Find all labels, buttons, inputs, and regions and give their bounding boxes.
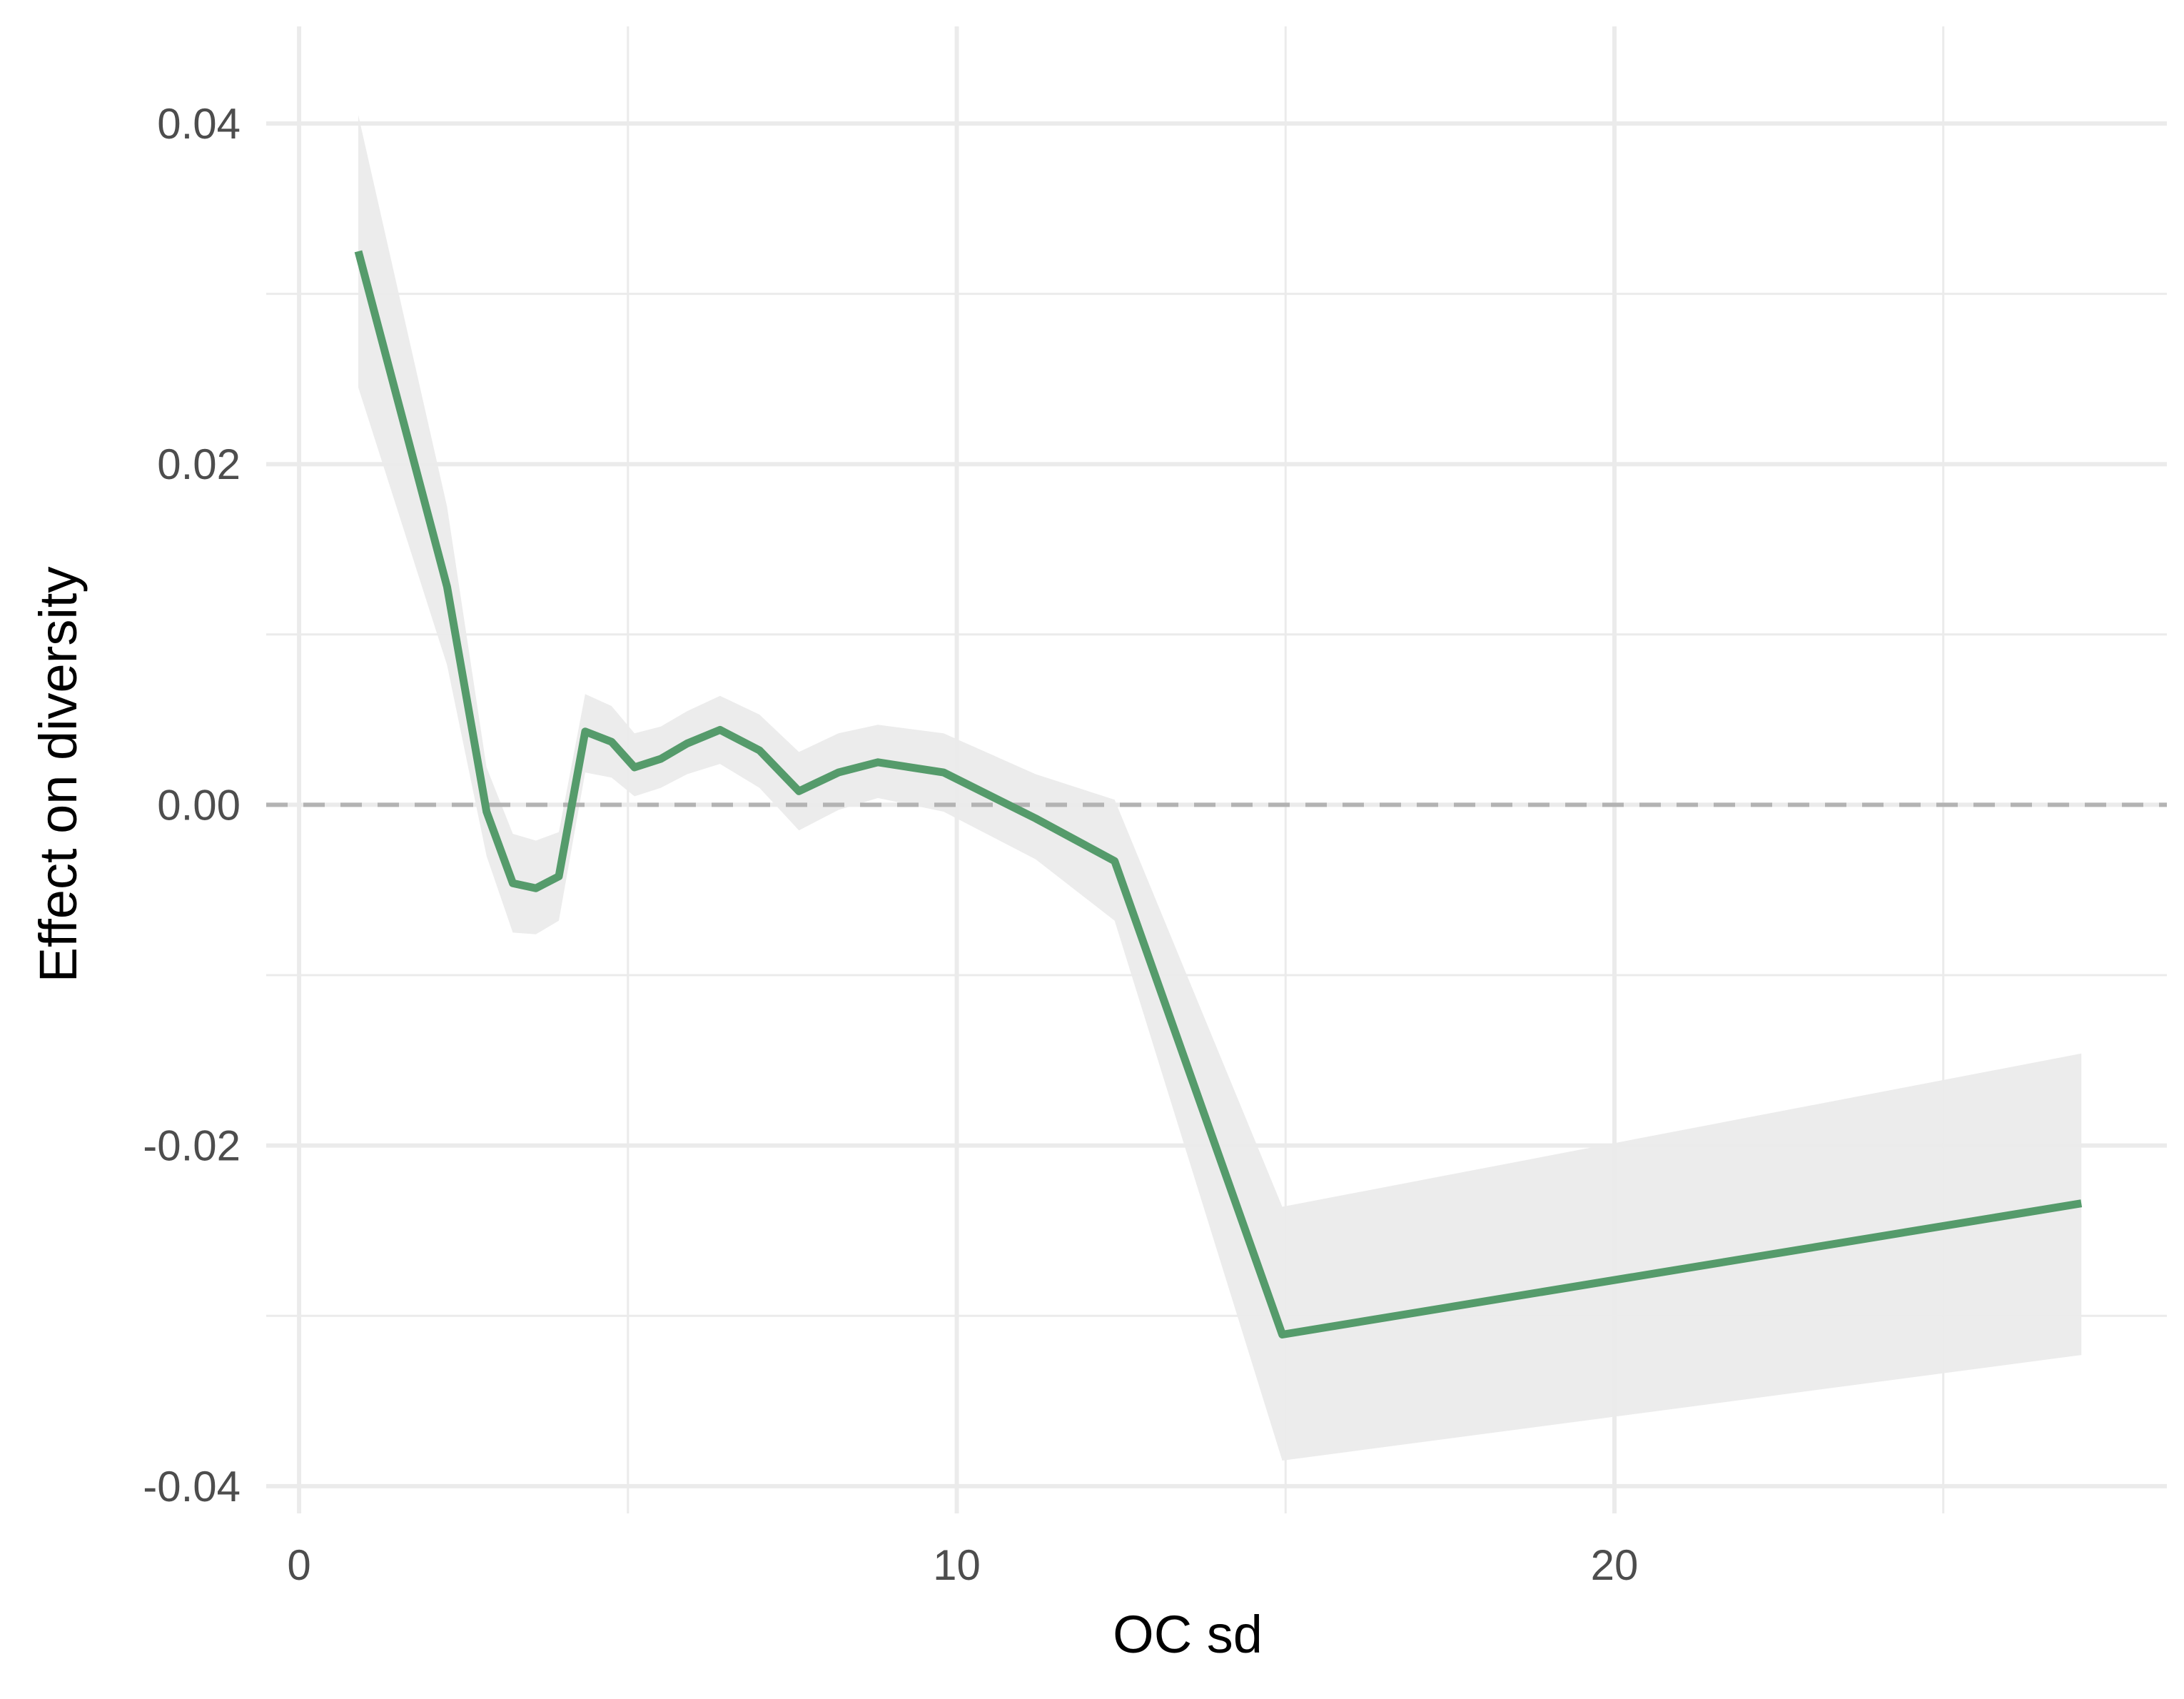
x-axis-title: OC sd — [1113, 1605, 1263, 1664]
x-tick-label: 20 — [1591, 1541, 1639, 1589]
x-tick-label: 10 — [933, 1541, 981, 1589]
y-tick-label: 0.04 — [157, 100, 241, 148]
y-axis-title: Effect on diversity — [29, 567, 88, 983]
x-tick-labels: 0 10 20 — [287, 1541, 1638, 1589]
effect-line-layer — [354, 250, 2083, 1338]
y-tick-label: -0.04 — [143, 1463, 241, 1511]
y-tick-label: 0.02 — [157, 440, 241, 488]
effect-line — [354, 250, 2083, 1338]
confidence-band-layer — [358, 115, 2082, 1461]
confidence-band — [358, 115, 2082, 1461]
y-tick-label: -0.02 — [143, 1122, 241, 1170]
y-tick-labels: -0.04 -0.02 0.00 0.02 0.04 — [143, 100, 241, 1511]
x-tick-label: 0 — [287, 1541, 310, 1589]
y-tick-label: 0.00 — [157, 781, 241, 829]
